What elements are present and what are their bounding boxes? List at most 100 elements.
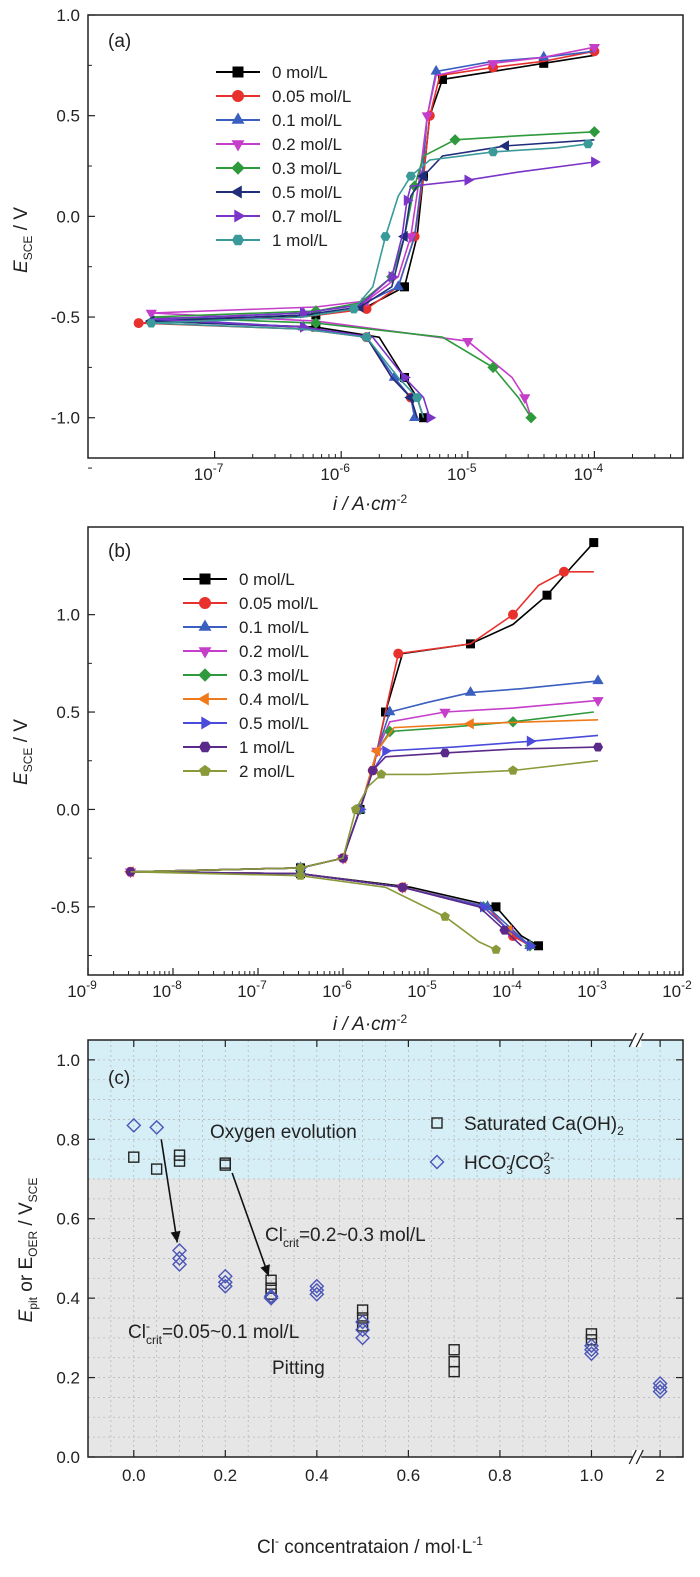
a-series-1-mol-l bbox=[146, 139, 594, 418]
a-series-0-7-mol-l-point bbox=[426, 412, 437, 424]
b-legend-item-0-1-mol-l: 0.1 mol/L bbox=[183, 618, 309, 637]
a-series-0-3-mol-l-point bbox=[525, 411, 537, 424]
b-legend-item-0-4-mol-l: 0.4 mol/L bbox=[183, 690, 309, 709]
series-hco3-co3-point bbox=[652, 1380, 668, 1395]
b-xtick-exp: -4 bbox=[511, 978, 522, 992]
c-xtick-label: 0.0 bbox=[122, 1466, 146, 1485]
panel-c-ylabel-e1: E bbox=[16, 1309, 37, 1322]
b-series-2-mol-l-point bbox=[350, 804, 361, 814]
panel-a-legend: 0 mol/L 0.05 mol/L 0.1 mol/L 0.2 mol/L 0.3 m… bbox=[216, 63, 351, 250]
c-xtick-label: 0.6 bbox=[397, 1466, 421, 1485]
panel-c-series bbox=[126, 1117, 668, 1399]
a-series-0-7-mol-l bbox=[151, 156, 601, 424]
b-series-1-mol-l-line bbox=[130, 746, 599, 947]
a-legend-marker bbox=[232, 90, 244, 102]
panel-c-ylabel-sub1: pit bbox=[26, 1296, 40, 1309]
b-legend-item-2-mol-l: 2 mol/L bbox=[183, 762, 295, 781]
a-legend-item-0-2-mol-l: 0.2 mol/L bbox=[216, 135, 342, 154]
panel-c-ylabel-unit: / V bbox=[16, 1202, 37, 1231]
b-series-1-mol-l-point bbox=[439, 748, 451, 758]
a-xtick-label: 10-6 bbox=[320, 461, 350, 484]
arrow-hco3-shaft bbox=[160, 1139, 179, 1243]
panel-b-frame bbox=[87, 526, 684, 976]
a-legend-item-0-7-mol-l: 0.7 mol/L bbox=[216, 207, 342, 226]
panel-c-ylabel-sub3: SCE bbox=[26, 1178, 40, 1203]
axis-break-gap bbox=[632, 1450, 642, 1464]
a-legend-item-0-05-mol-l: 0.05 mol/L bbox=[216, 87, 351, 106]
a-series-0-2-mol-l-point bbox=[421, 112, 433, 123]
b-legend-label: 0.3 mol/L bbox=[239, 666, 309, 685]
a-series-1-mol-l-point bbox=[405, 171, 416, 181]
a-series-0-2-mol-l-point bbox=[145, 309, 157, 320]
b-legend-label: 2 mol/L bbox=[239, 762, 295, 781]
panel-b-ylabel-sub: SCE bbox=[21, 748, 35, 773]
c-xtick-label: 1.0 bbox=[580, 1466, 604, 1485]
panel-c-xlabel-sup: - bbox=[275, 1534, 279, 1548]
axis-break-slash bbox=[635, 1449, 644, 1465]
a-series-0-1-mol-l-line bbox=[163, 50, 595, 418]
panel-c-arrows bbox=[160, 1139, 270, 1277]
a-legend-label: 0.7 mol/L bbox=[272, 207, 342, 226]
b-legend-marker bbox=[198, 619, 212, 631]
a-legend-label: 1 mol/L bbox=[272, 231, 328, 250]
b-legend-label: 1 mol/L bbox=[239, 738, 295, 757]
b-series-2-mol-l-point bbox=[295, 870, 306, 880]
series-saturated-caoh2-point bbox=[265, 1274, 277, 1286]
a-series-1-mol-l-point bbox=[146, 318, 157, 328]
panel-a-frame bbox=[87, 14, 684, 459]
a-series-0-2-mol-l bbox=[145, 44, 600, 418]
a-series-0-7-mol-l-line bbox=[151, 161, 595, 418]
c-ytick-label: 0.8 bbox=[56, 1130, 80, 1149]
series-hco3-co3-point bbox=[652, 1376, 668, 1391]
b-xtick-label: 10-4 bbox=[492, 978, 522, 1001]
annotation-critical-low-sub: crit bbox=[146, 1333, 163, 1347]
b-legend-item-0-mol-l: 0 mol/L bbox=[183, 570, 295, 589]
a-series-0-05-mol-l bbox=[133, 46, 600, 418]
legend-label-sup: - bbox=[506, 1150, 510, 1164]
a-series-1-mol-l-point bbox=[412, 393, 423, 402]
b-legend-item-0-5-mol-l: 0.5 mol/L bbox=[183, 714, 309, 733]
b-series-2-mol-l-point bbox=[491, 944, 501, 954]
panel-a-ylabel: ESCE / V bbox=[11, 207, 35, 273]
b-legend-item-0-2-mol-l: 0.2 mol/L bbox=[183, 642, 309, 661]
annotation-critical-low-base: Cl bbox=[128, 1322, 146, 1343]
a-xtick-exp: -7 bbox=[213, 461, 224, 475]
annotation-critical-high-sub: crit bbox=[283, 1236, 300, 1250]
b-xtick-exp: -8 bbox=[171, 978, 182, 992]
panel-a-xlabel-sup: -2 bbox=[397, 492, 408, 506]
panel-b: 10-9 10-8 10-7 10-6 10-5 10-4 10-3 10-2 1.0 0.5 0.… bbox=[11, 526, 692, 1035]
panel-c-grid bbox=[88, 1040, 683, 1457]
panel-c-ylabel-mid: or E bbox=[16, 1257, 37, 1297]
c-ytick-label: 1.0 bbox=[56, 1051, 80, 1070]
panel-c-label: (c) bbox=[108, 1068, 130, 1089]
b-series-0-1-mol-l-point bbox=[384, 705, 396, 716]
b-xtick-label: 10-7 bbox=[237, 978, 267, 1001]
b-xtick-exp: -6 bbox=[341, 978, 352, 992]
panel-b-axes: 10-9 10-8 10-7 10-6 10-5 10-4 10-3 10-2 1.0 0.5 0.… bbox=[51, 606, 692, 1001]
panel-c-regions bbox=[88, 1040, 683, 1457]
a-series-0-mol-l-point bbox=[418, 413, 428, 423]
panel-b-series bbox=[123, 538, 604, 954]
b-legend-marker bbox=[198, 741, 212, 753]
b-series-2-mol-l-line bbox=[130, 759, 599, 951]
a-legend-marker bbox=[231, 112, 245, 124]
a-legend-marker bbox=[234, 209, 246, 223]
series-hco3-co3-point bbox=[126, 1117, 142, 1133]
b-legend-marker bbox=[201, 716, 213, 730]
b-legend-label: 0.5 mol/L bbox=[239, 714, 309, 733]
b-legend-item-1-mol-l: 1 mol/L bbox=[183, 738, 295, 757]
legend-label-saturated-caoh2: Saturated Ca(OH)2 bbox=[464, 1114, 624, 1138]
b-legend-item-0-3-mol-l: 0.3 mol/L bbox=[183, 666, 309, 685]
a-legend-item-0-mol-l: 0 mol/L bbox=[216, 63, 328, 82]
a-series-0-2-mol-l-point bbox=[588, 44, 600, 54]
panel-a-series bbox=[133, 44, 601, 424]
b-legend-label: 0 mol/L bbox=[239, 570, 295, 589]
a-legend-label: 0.5 mol/L bbox=[272, 183, 342, 202]
a-series-0-7-mol-l-point bbox=[388, 271, 399, 283]
a-legend-marker bbox=[231, 161, 245, 175]
b-xtick-label: 10-5 bbox=[407, 978, 437, 1001]
a-series-0-1-mol-l bbox=[163, 50, 595, 421]
b-xtick-label: 10-9 bbox=[67, 978, 97, 1001]
panel-b-legend: 0 mol/L 0.05 mol/L 0.1 mol/L 0.2 mol/L 0.3 m… bbox=[183, 570, 318, 781]
